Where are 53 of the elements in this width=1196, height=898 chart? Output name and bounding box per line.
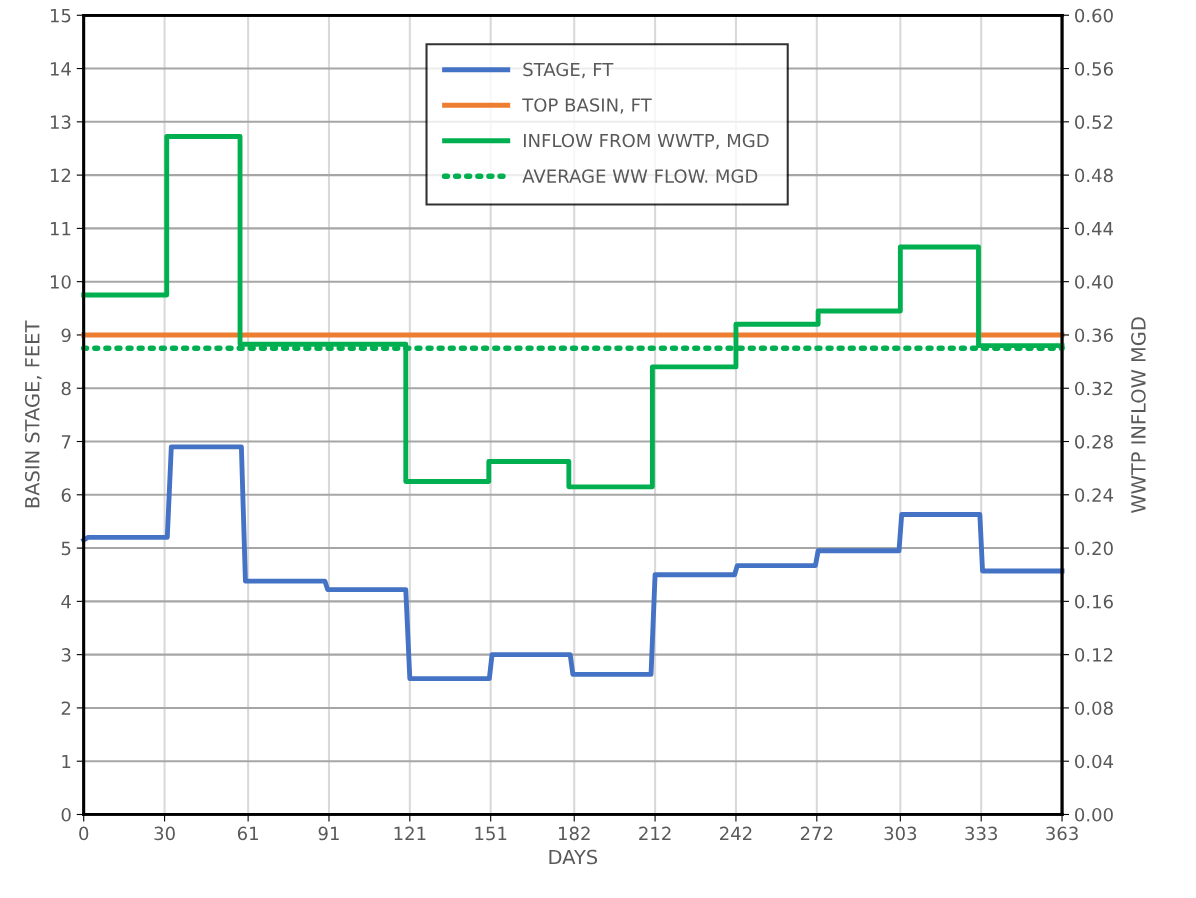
y2-tick-label: 0.28 [1075,434,1113,449]
x-tick-label: 121 [394,826,426,841]
x-tick-label: 333 [965,826,997,841]
y-tick-label: 0 [61,807,71,822]
x-tick-label: 242 [720,826,752,841]
y2-tick-label: 0.24 [1075,488,1114,502]
y-tick-label: 2 [61,701,71,715]
y2-tick-label: 0.00 [1075,807,1113,822]
y2-tick-label: 0.60 [1075,8,1113,23]
x-tick-label: 212 [639,826,671,841]
x-tick-label: 61 [237,826,258,841]
y2-tick-label: 0.52 [1075,115,1113,129]
y-tick-label: 12 [50,168,71,182]
y2-tick-label: 0.20 [1075,541,1113,556]
y-tick-label: 8 [61,381,71,396]
x-tick-label: 151 [475,826,507,841]
x-tick-label: 0 [79,826,89,841]
y-tick-label: 9 [61,328,71,343]
y-tick-label: 10 [50,275,71,289]
y-tick-label: 4 [61,595,71,609]
legend-label: TOP BASIN, FT [522,98,652,114]
y2-tick-label: 0.16 [1075,594,1113,609]
x-tick-label: 30 [154,826,175,841]
x-tick-label: 182 [558,826,590,841]
x-tick-label: 91 [318,826,339,841]
y2-tick-label: 0.56 [1075,62,1113,76]
y-tick-label: 11 [50,222,71,236]
legend-label: AVERAGE WW FLOW. MGD [522,169,758,183]
y2-tick-label: 0.36 [1075,328,1113,343]
legend-label: STAGE, FT [523,62,614,79]
line-series [81,444,1065,682]
y-tick-label: 13 [50,115,71,129]
x-tick-label: 272 [800,826,833,841]
x-tick-label: 303 [884,826,917,841]
y2-tick-label: 0.12 [1075,648,1113,662]
y-tick-label: 1 [62,754,71,769]
y-tick-label: 3 [61,648,71,662]
y2-tick-label: 0.32 [1075,381,1113,396]
y-axis-title: BASIN STAGE, FEET [24,320,42,508]
y2-tick-label: 0.04 [1075,754,1114,769]
x-tick-label: 363 [1046,826,1078,841]
y-tick-label: 14 [50,62,71,76]
legend-label: INFLOW FROM WWTP, MGD [523,133,769,150]
y2-tick-label: 0.48 [1075,168,1113,183]
y-tick-label: 5 [61,541,71,556]
y2-tick-label: 0.44 [1075,221,1114,236]
y2-tick-label: 0.40 [1075,275,1113,289]
y2-axis-title: WWTP INFLOW MGD [1131,317,1146,513]
y-tick-label: 6 [61,488,71,502]
y2-tick-label: 0.08 [1075,701,1113,716]
x-axis-title: DAYS [549,849,598,865]
y-tick-label: 7 [61,435,71,449]
y-tick-label: 15 [50,8,71,23]
